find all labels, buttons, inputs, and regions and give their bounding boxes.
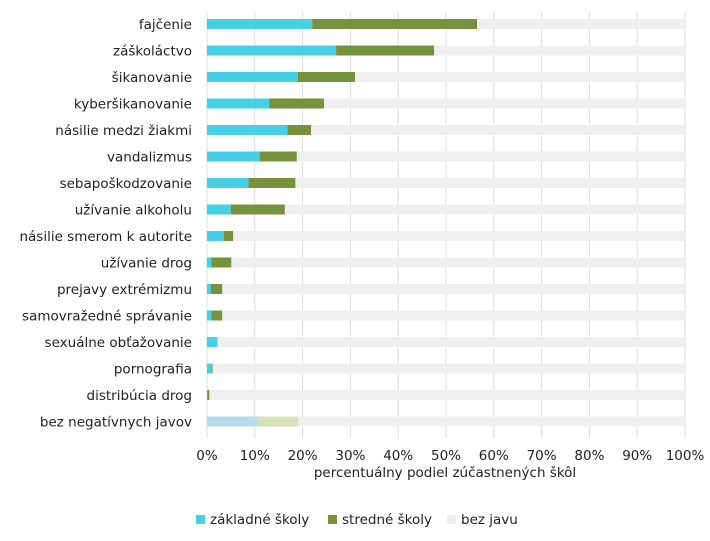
bar-segment xyxy=(212,363,685,374)
bar-segment xyxy=(222,310,685,321)
bar-segment xyxy=(312,19,478,29)
bar-segment xyxy=(295,178,685,188)
bar-segment xyxy=(207,310,212,321)
x-tick-label: 80% xyxy=(574,448,604,464)
x-tick-label: 10% xyxy=(240,448,270,464)
category-label: záškoláctvo xyxy=(113,44,192,60)
bar-segment xyxy=(311,125,685,135)
bar-segment xyxy=(230,204,285,215)
legend-label: bez javu xyxy=(461,512,518,528)
bar-segment xyxy=(207,72,298,82)
bar-segment xyxy=(207,151,260,162)
bar-segment xyxy=(207,45,337,56)
category-label: samovražedné správanie xyxy=(22,309,192,325)
bar-segment xyxy=(207,125,288,135)
bar-segment xyxy=(336,45,435,56)
bars xyxy=(207,19,686,427)
legend-label: stredné školy xyxy=(342,512,432,528)
bar-segment xyxy=(259,151,297,162)
x-tick-label: 40% xyxy=(383,448,413,464)
bar-segment xyxy=(248,178,296,188)
x-tick-label: 100% xyxy=(666,448,705,464)
legend: základné školy stredné školy bez javu xyxy=(196,512,518,528)
bar-segment xyxy=(207,416,258,427)
bar-segment xyxy=(477,19,685,29)
bar-segment xyxy=(207,284,211,294)
bar-segment xyxy=(207,363,212,374)
x-tick-label: 30% xyxy=(335,448,365,464)
bar-segment xyxy=(207,178,249,188)
bar-segment xyxy=(207,390,210,400)
category-labels: fajčenie záškoláctvo šikanovanie kyberšikan… xyxy=(19,17,192,431)
bar-segment xyxy=(211,257,232,268)
category-label: prejavy extrémizmu xyxy=(57,282,192,298)
bar-segment xyxy=(269,98,325,109)
category-label: distribúcia drog xyxy=(87,388,192,404)
x-tick-label: 20% xyxy=(288,448,318,464)
category-label: kyberšikanovanie xyxy=(74,97,192,113)
bar-segment xyxy=(324,98,685,109)
bar-segment xyxy=(207,98,270,109)
bar-segment xyxy=(284,204,685,215)
bar-segment xyxy=(233,231,686,241)
category-label: bez negatívnych javov xyxy=(40,415,192,431)
x-tick-label: 90% xyxy=(622,448,652,464)
category-label: užívanie drog xyxy=(101,256,192,272)
category-label: násilie smerom k autorite xyxy=(19,229,192,245)
bar-segment xyxy=(209,390,685,400)
bar-segment xyxy=(211,363,213,374)
bar-segment xyxy=(217,337,686,347)
bar-segment xyxy=(223,231,234,241)
legend-swatch xyxy=(447,515,456,524)
category-label: sexuálne obťažovanie xyxy=(45,335,192,351)
bar-segment xyxy=(210,284,223,294)
category-label: sebapoškodzovanie xyxy=(60,176,192,192)
bar-segment xyxy=(207,19,313,29)
category-label: vandalizmus xyxy=(107,150,192,166)
category-label: násilie medzi žiakmi xyxy=(55,123,192,139)
bar-segment xyxy=(222,284,685,294)
bar-segment xyxy=(298,416,685,427)
legend-swatch xyxy=(328,515,337,524)
bar-segment xyxy=(207,204,231,215)
bar-segment xyxy=(211,310,223,321)
bar-segment xyxy=(355,72,685,82)
legend-swatch xyxy=(196,515,205,524)
x-tick-label: 70% xyxy=(527,448,557,464)
bar-segment xyxy=(207,257,212,268)
bar-segment xyxy=(297,72,356,82)
x-axis-label: percentuálny podiel zúčastnených škôl xyxy=(314,465,576,481)
bar-segment xyxy=(434,45,685,56)
bar-segment xyxy=(296,151,685,162)
x-tick-label: 50% xyxy=(431,448,461,464)
bar-segment xyxy=(207,337,218,347)
x-tick-label: 60% xyxy=(479,448,509,464)
x-tick-labels: 0% 10% 20% 30% 40% 50% 60% 70% 80% 90% 100% xyxy=(196,448,704,464)
bar-segment xyxy=(257,416,299,427)
bar-segment xyxy=(231,257,686,268)
bar-segment xyxy=(207,231,224,241)
x-tick-label: 0% xyxy=(196,448,218,464)
category-label: fajčenie xyxy=(139,17,192,33)
bar-segment xyxy=(287,125,312,135)
category-label: šikanovanie xyxy=(112,70,192,86)
category-label: pornografia xyxy=(114,362,192,378)
category-label: užívanie alkoholu xyxy=(75,203,192,219)
legend-label: základné školy xyxy=(210,512,309,528)
